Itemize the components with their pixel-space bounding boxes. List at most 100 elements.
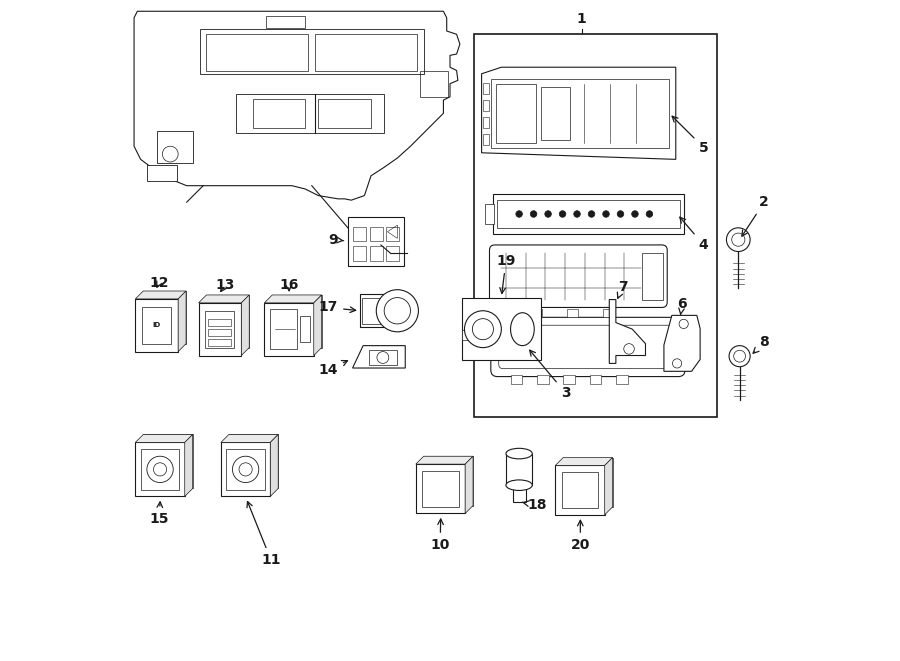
Polygon shape xyxy=(135,291,186,299)
Text: 2: 2 xyxy=(742,195,769,236)
Circle shape xyxy=(729,346,750,367)
Polygon shape xyxy=(609,299,645,364)
Ellipse shape xyxy=(506,480,532,490)
Bar xyxy=(386,227,400,241)
FancyBboxPatch shape xyxy=(491,317,685,377)
Polygon shape xyxy=(229,434,278,488)
Bar xyxy=(483,117,490,128)
Polygon shape xyxy=(143,434,193,488)
Polygon shape xyxy=(135,299,178,352)
Polygon shape xyxy=(353,346,405,368)
Bar xyxy=(386,247,400,260)
Bar xyxy=(562,472,598,508)
Polygon shape xyxy=(178,291,186,352)
Bar xyxy=(319,98,371,128)
Bar xyxy=(360,294,407,327)
Bar xyxy=(353,247,366,260)
Polygon shape xyxy=(270,434,278,496)
Polygon shape xyxy=(199,303,241,356)
Bar xyxy=(483,83,490,94)
Bar xyxy=(208,319,231,326)
Circle shape xyxy=(646,211,652,217)
Bar xyxy=(485,204,494,224)
Text: 11: 11 xyxy=(247,502,281,567)
Bar xyxy=(370,247,382,260)
Text: 14: 14 xyxy=(319,361,347,377)
Circle shape xyxy=(464,311,501,348)
Bar xyxy=(566,309,579,317)
Ellipse shape xyxy=(506,448,532,459)
Text: 4: 4 xyxy=(680,217,708,252)
Bar xyxy=(370,227,382,241)
Bar xyxy=(315,34,417,71)
Bar xyxy=(563,375,575,385)
Circle shape xyxy=(147,456,173,483)
Text: 13: 13 xyxy=(215,278,235,292)
Bar xyxy=(369,350,397,366)
Bar xyxy=(512,485,526,502)
Bar xyxy=(140,449,179,490)
Text: 20: 20 xyxy=(571,520,590,552)
Bar xyxy=(158,131,194,163)
Text: 12: 12 xyxy=(149,276,169,290)
Bar xyxy=(541,87,571,139)
Bar xyxy=(253,98,305,128)
Circle shape xyxy=(376,290,418,332)
Bar xyxy=(270,309,297,349)
Circle shape xyxy=(726,228,750,252)
Circle shape xyxy=(559,211,566,217)
Circle shape xyxy=(603,211,609,217)
Text: 1: 1 xyxy=(577,13,587,26)
Polygon shape xyxy=(273,295,321,348)
Polygon shape xyxy=(220,434,278,442)
Polygon shape xyxy=(206,295,249,348)
Polygon shape xyxy=(416,464,465,514)
Polygon shape xyxy=(134,11,460,200)
Bar xyxy=(363,297,381,324)
Polygon shape xyxy=(491,79,670,147)
Text: 17: 17 xyxy=(319,301,356,315)
Bar xyxy=(493,194,684,235)
Bar xyxy=(300,316,310,342)
Bar xyxy=(603,309,615,317)
Text: 8: 8 xyxy=(753,335,770,353)
Polygon shape xyxy=(482,67,676,159)
Bar xyxy=(530,309,542,317)
Bar xyxy=(236,94,384,133)
Text: 18: 18 xyxy=(522,498,547,512)
Circle shape xyxy=(530,211,537,217)
Text: 5: 5 xyxy=(672,116,708,155)
Text: 9: 9 xyxy=(328,233,344,247)
Bar xyxy=(148,165,176,181)
Bar xyxy=(266,16,305,28)
Text: ID: ID xyxy=(152,322,160,329)
Polygon shape xyxy=(424,456,473,506)
Bar xyxy=(208,339,231,346)
Bar xyxy=(496,84,536,143)
Bar xyxy=(590,375,601,385)
Polygon shape xyxy=(135,442,184,496)
Bar xyxy=(506,453,532,485)
Bar xyxy=(200,29,424,74)
Polygon shape xyxy=(465,456,473,514)
Bar xyxy=(537,375,549,385)
Bar xyxy=(206,34,309,71)
Polygon shape xyxy=(135,434,193,442)
Bar xyxy=(497,200,680,228)
Bar xyxy=(473,34,717,417)
Polygon shape xyxy=(416,456,473,464)
Polygon shape xyxy=(314,295,321,356)
Bar xyxy=(142,307,171,344)
Bar xyxy=(616,375,627,385)
Polygon shape xyxy=(143,291,186,344)
Polygon shape xyxy=(265,303,314,356)
Bar xyxy=(226,449,265,490)
Bar xyxy=(510,375,522,385)
Bar xyxy=(462,297,541,360)
Text: 3: 3 xyxy=(530,350,571,400)
Polygon shape xyxy=(184,434,193,496)
Polygon shape xyxy=(605,457,613,515)
Text: 15: 15 xyxy=(149,502,169,525)
Bar xyxy=(208,329,231,336)
Text: 19: 19 xyxy=(496,254,516,293)
